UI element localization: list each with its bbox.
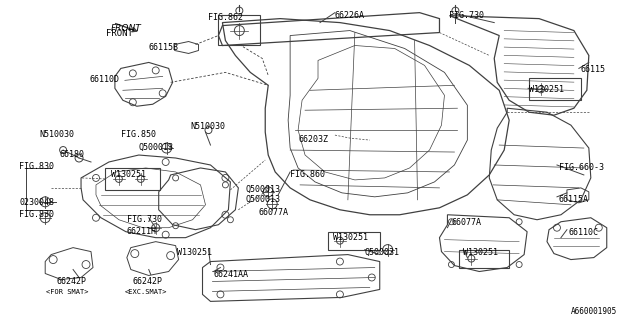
Text: 66226A: 66226A — [335, 11, 365, 20]
Text: 66115B: 66115B — [148, 43, 179, 52]
Text: FIG.862: FIG.862 — [209, 13, 243, 22]
Text: W130251: W130251 — [111, 170, 146, 179]
Text: W130251: W130251 — [463, 248, 499, 257]
Text: <EXC.SMAT>: <EXC.SMAT> — [125, 289, 167, 295]
Text: FIG.830: FIG.830 — [19, 162, 54, 171]
Text: W130251: W130251 — [529, 85, 564, 94]
Text: Q500013: Q500013 — [245, 195, 280, 204]
Bar — [328, 232, 380, 250]
Text: FIG.660-3: FIG.660-3 — [559, 163, 604, 172]
Text: 66203Z: 66203Z — [298, 135, 328, 144]
Text: A660001905: A660001905 — [571, 307, 617, 316]
Text: 66115A: 66115A — [559, 195, 589, 204]
Text: FIG.830: FIG.830 — [19, 210, 54, 219]
Text: Q500013: Q500013 — [139, 143, 174, 152]
Text: W130251: W130251 — [177, 248, 212, 257]
Text: FRONT: FRONT — [106, 28, 133, 37]
Text: <FOR SMAT>: <FOR SMAT> — [46, 289, 89, 295]
Text: FIG.730: FIG.730 — [449, 11, 484, 20]
Bar — [460, 250, 509, 268]
Text: 66211H: 66211H — [127, 227, 157, 236]
Text: 66242P: 66242P — [56, 277, 86, 286]
Bar — [218, 15, 260, 44]
Text: FIG.860: FIG.860 — [290, 170, 325, 179]
Text: 66180: 66180 — [59, 150, 84, 159]
Text: Q500031: Q500031 — [365, 248, 400, 257]
Text: 66077A: 66077A — [451, 218, 481, 227]
Text: Q500013: Q500013 — [245, 185, 280, 194]
Text: W130251: W130251 — [333, 233, 368, 242]
Text: N510030: N510030 — [191, 122, 225, 131]
Text: FIG.850: FIG.850 — [121, 130, 156, 139]
Text: 66110C: 66110C — [569, 228, 599, 237]
Bar — [105, 168, 160, 190]
Text: 66110D: 66110D — [89, 76, 119, 84]
Text: 66242P: 66242P — [133, 277, 163, 286]
Text: 0230048: 0230048 — [19, 198, 54, 207]
Bar — [529, 78, 581, 100]
Text: FIG.730: FIG.730 — [127, 215, 162, 224]
Text: 66115: 66115 — [581, 65, 606, 75]
Text: 66241AA: 66241AA — [214, 269, 248, 278]
Text: N510030: N510030 — [39, 130, 74, 139]
Text: FRONT: FRONT — [111, 24, 141, 33]
Text: 66077A: 66077A — [259, 208, 288, 217]
